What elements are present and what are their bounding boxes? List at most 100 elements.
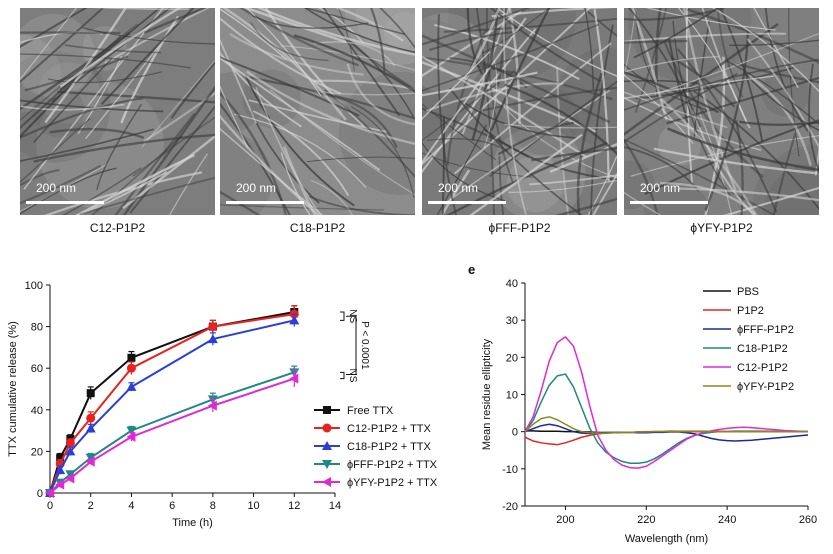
tem-fiber bbox=[20, 8, 78, 81]
series-line-1 bbox=[524, 430, 808, 446]
data-point bbox=[126, 426, 137, 436]
tem-fiber bbox=[20, 31, 121, 35]
data-point bbox=[45, 488, 54, 498]
tem-fiber bbox=[47, 71, 163, 84]
tem-fiber bbox=[753, 8, 799, 89]
tem-fiber bbox=[504, 123, 617, 129]
tem-image-fff: 200 nm bbox=[422, 8, 617, 215]
data-point bbox=[65, 473, 75, 484]
tem-fiber bbox=[85, 36, 167, 140]
tem-fiber bbox=[508, 179, 617, 193]
tem-fiber bbox=[49, 127, 145, 140]
tem-fiber bbox=[489, 80, 617, 178]
tem-fiber bbox=[220, 8, 288, 60]
tem-fiber bbox=[482, 86, 617, 112]
y-tick-label: -10 bbox=[502, 464, 518, 476]
series-2 bbox=[45, 313, 300, 497]
tem-fiber bbox=[666, 127, 819, 172]
tem-fiber bbox=[729, 39, 819, 47]
tem-fiber bbox=[122, 85, 215, 215]
tem-fiber bbox=[634, 8, 668, 113]
tem-fiber bbox=[497, 121, 574, 156]
tem-fiber bbox=[624, 63, 708, 111]
data-point bbox=[86, 389, 95, 398]
y-tick-label: 40 bbox=[506, 278, 518, 290]
tem-fiber bbox=[422, 61, 597, 134]
data-point bbox=[65, 470, 76, 480]
legend-label: C18-P1P2 bbox=[737, 343, 788, 355]
legend-label: ϕYFY-P1P2 + TTX bbox=[347, 477, 438, 489]
x-tick-label: 200 bbox=[556, 514, 574, 526]
tem-fiber bbox=[772, 133, 797, 215]
tem-fiber bbox=[549, 142, 617, 173]
tem-blotch bbox=[36, 81, 164, 209]
tem-fiber bbox=[422, 51, 491, 120]
x-tick-label: 0 bbox=[47, 500, 53, 512]
tem-fiber bbox=[33, 133, 215, 163]
tem-fiber bbox=[43, 171, 203, 215]
tem-fiber bbox=[441, 116, 445, 215]
tem-fiber bbox=[631, 8, 668, 120]
y-axis-label: Mean residue ellipticity bbox=[481, 338, 493, 450]
tem-fiber bbox=[57, 90, 215, 104]
scale-bar bbox=[26, 201, 104, 204]
tem-fiber bbox=[422, 55, 587, 159]
data-point bbox=[86, 413, 96, 423]
data-point bbox=[65, 438, 75, 448]
tem-fiber bbox=[429, 31, 513, 51]
data-point bbox=[207, 334, 218, 344]
tem-fiber bbox=[422, 34, 611, 124]
tem-fiber bbox=[687, 8, 819, 64]
tem-fiber bbox=[624, 96, 762, 151]
data-point bbox=[126, 381, 137, 391]
x-tick-label: 12 bbox=[288, 500, 300, 512]
scale-bar bbox=[630, 201, 708, 204]
tem-fiber bbox=[624, 39, 688, 44]
tem-fiber bbox=[624, 91, 728, 129]
tem-fiber bbox=[132, 116, 215, 177]
data-point bbox=[55, 479, 65, 490]
tem-fiber bbox=[449, 87, 583, 215]
tem-fiber bbox=[624, 8, 637, 80]
legend-label: C18-P1P2 + TTX bbox=[347, 441, 432, 453]
legend-label: ϕYFY-P1P2 bbox=[737, 381, 794, 393]
tem-fiber bbox=[725, 59, 819, 125]
tem-fiber bbox=[677, 8, 748, 124]
legend-label: PBS bbox=[737, 286, 759, 298]
tem-fiber bbox=[692, 109, 756, 215]
tem-fiber bbox=[584, 8, 595, 90]
tem-fiber bbox=[422, 152, 533, 178]
series-3 bbox=[45, 365, 300, 498]
tem-fiber bbox=[654, 32, 819, 95]
tem-fiber bbox=[422, 17, 527, 164]
tem-fiber bbox=[422, 8, 592, 166]
tem-fiber bbox=[104, 8, 210, 65]
x-tick-label: 14 bbox=[329, 500, 341, 512]
legend-label: ϕFFF-P1P2 + TTX bbox=[347, 459, 438, 471]
tem-fiber bbox=[242, 8, 347, 44]
tem-fiber bbox=[464, 102, 577, 139]
legend-label: C12-P1P2 bbox=[737, 362, 788, 374]
scale-bar-label: 200 nm bbox=[438, 181, 479, 195]
bracket-outer bbox=[346, 315, 357, 375]
tem-fiber bbox=[711, 8, 819, 93]
tem-fiber bbox=[129, 105, 215, 214]
tem-fiber bbox=[436, 124, 488, 215]
tem-fiber bbox=[251, 14, 369, 29]
tem-fiber bbox=[20, 53, 191, 69]
tem-fiber bbox=[346, 63, 415, 126]
tem-fiber bbox=[491, 8, 617, 18]
y-tick-label: 80 bbox=[31, 322, 43, 334]
tem-fiber bbox=[624, 191, 662, 215]
tem-fiber bbox=[469, 133, 583, 215]
tem-fiber bbox=[667, 36, 689, 124]
y-tick-label: 20 bbox=[31, 446, 43, 458]
tem-fiber bbox=[676, 48, 778, 213]
tem-fiber bbox=[624, 146, 700, 192]
x-tick-label: 10 bbox=[247, 500, 259, 512]
tem-fiber bbox=[20, 169, 60, 187]
tem-fiber bbox=[624, 56, 719, 73]
tem-fiber bbox=[220, 57, 381, 171]
tem-fiber bbox=[422, 10, 522, 78]
tem-fiber bbox=[244, 74, 355, 207]
